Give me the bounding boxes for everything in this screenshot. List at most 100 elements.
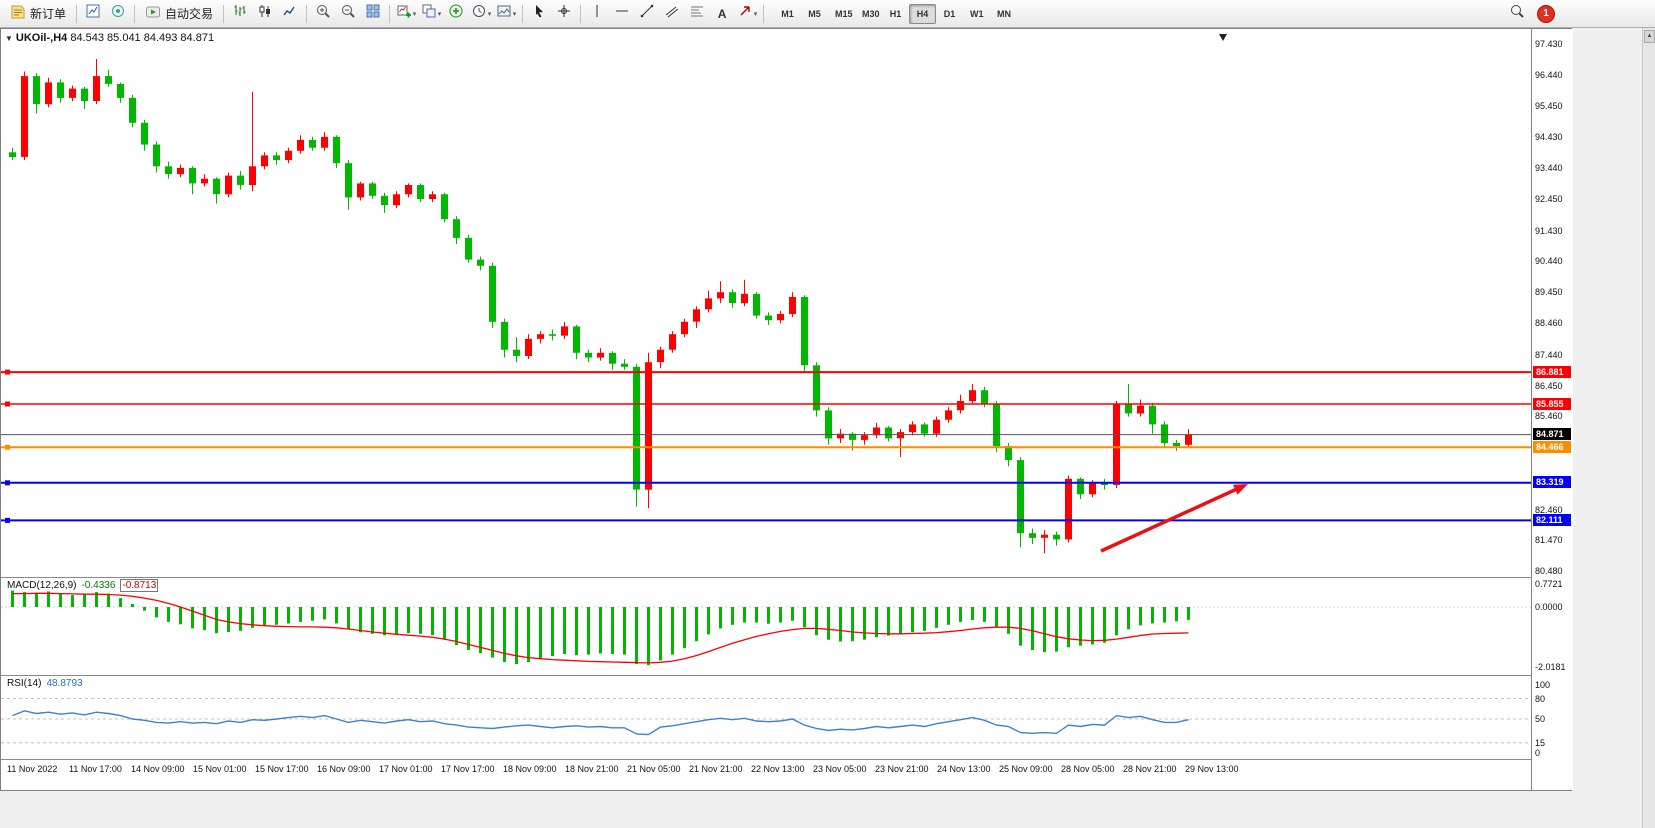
crosshair-button[interactable]: [552, 2, 576, 26]
price-tick: 85.460: [1535, 411, 1563, 422]
zoom-out-icon: [340, 3, 356, 24]
main-chart[interactable]: [1, 32, 1531, 577]
rsi-value: 48.8793: [46, 678, 83, 689]
price-line-label: 84.466: [1533, 440, 1571, 453]
new-order-button[interactable]: 新订单: [4, 2, 72, 26]
separator: [763, 4, 765, 23]
template-icon: [496, 3, 512, 24]
autotrading-icon: [145, 4, 161, 23]
price-tick: 90.440: [1535, 256, 1563, 267]
dropdown-caret-icon: ▾: [487, 10, 492, 18]
timeframe-m5-button[interactable]: M5: [801, 4, 828, 24]
macd-name: MACD(12,26,9): [7, 580, 77, 591]
timeframe-m30-button[interactable]: M30: [855, 4, 882, 24]
cursor-button[interactable]: [527, 2, 551, 26]
notification-badge[interactable]: 1: [1537, 4, 1555, 23]
chart-title: ▼ UKOil-,H4 84.543 85.041 84.493 84.871: [5, 32, 214, 44]
vertical-line-button[interactable]: [585, 2, 609, 26]
zoom-in-button[interactable]: [311, 2, 335, 26]
arrows-tool-button[interactable]: ▾: [735, 2, 759, 26]
price-tick: 93.440: [1535, 163, 1563, 174]
time-tick: 16 Nov 09:00: [317, 764, 371, 774]
equidistant-channel-icon: [664, 3, 680, 24]
time-tick: 22 Nov 13:00: [751, 764, 805, 774]
time-tick: 15 Nov 01:00: [193, 764, 247, 774]
timeframe-m15-button[interactable]: M15: [828, 4, 855, 24]
candlestick-chart-button[interactable]: [253, 2, 277, 26]
timeframe-h4-button[interactable]: H4: [909, 3, 937, 24]
time-tick: 14 Nov 09:00: [131, 764, 185, 774]
macd-tick: -2.0181: [1535, 662, 1566, 672]
panel-divider[interactable]: [1, 675, 1571, 676]
timeframe-mn-button[interactable]: MN: [990, 4, 1017, 24]
new-chart-button[interactable]: ▾: [394, 2, 418, 26]
time-axis[interactable]: 11 Nov 2022 11 Nov 17:00 14 Nov 09:00 15 No…: [1, 760, 1531, 790]
price-tick: 96.440: [1535, 69, 1563, 80]
price-tick: 88.460: [1535, 318, 1563, 328]
chart-profiles-button[interactable]: ▾: [419, 2, 443, 26]
new-order-icon: [10, 4, 26, 23]
horizontal-line-button[interactable]: [610, 2, 634, 26]
timeframe-m1-button[interactable]: M1: [774, 4, 801, 24]
time-tick: 21 Nov 05:00: [627, 764, 681, 774]
separator: [223, 4, 225, 23]
fibonacci-button[interactable]: [685, 2, 709, 26]
chart-symbol: UKOil-,H4: [15, 32, 68, 44]
price-tick: 82.460: [1535, 504, 1563, 515]
templates-button[interactable]: ▾: [494, 2, 518, 26]
price-axis[interactable]: 97.430 96.440 95.450 94.430 93.440 92.450 91.4…: [1531, 29, 1573, 790]
zoom-in-icon: [315, 3, 331, 24]
timeframe-w1-button[interactable]: W1: [963, 4, 990, 24]
rsi-tick: 100: [1535, 680, 1551, 690]
time-tick: 29 Nov 13:00: [1185, 764, 1239, 774]
time-tick: 24 Nov 13:00: [937, 764, 991, 774]
scroll-up-icon[interactable]: ▲: [1644, 30, 1655, 43]
rsi-pane[interactable]: [1, 676, 1531, 759]
line-chart-button[interactable]: [278, 2, 302, 26]
price-tick: 80.480: [1535, 566, 1563, 577]
vertical-scrollbar[interactable]: ▲: [1642, 28, 1655, 828]
time-tick: 18 Nov 09:00: [503, 764, 557, 774]
rsi-tick: 80: [1535, 693, 1546, 704]
time-tick: 17 Nov 01:00: [379, 764, 433, 774]
time-tick: 11 Nov 2022: [7, 764, 58, 774]
search-button[interactable]: [1505, 2, 1529, 26]
horizontal-line-icon: [614, 3, 630, 24]
trendline-button[interactable]: [635, 2, 659, 26]
market-watch-button[interactable]: [81, 2, 105, 26]
zoom-out-button[interactable]: [336, 2, 360, 26]
time-tick: 28 Nov 05:00: [1061, 764, 1115, 774]
charts-icon: [85, 3, 101, 24]
candlesticks-icon: [257, 3, 273, 24]
timeframe-h1-button[interactable]: H1: [882, 4, 909, 24]
chart-ohlc-values: 84.543 85.041 84.493 84.871: [70, 32, 215, 44]
fibonacci-icon: [689, 3, 705, 24]
price-tick: 92.450: [1535, 194, 1563, 204]
tile-windows-icon: [365, 3, 381, 24]
text-tool-button[interactable]: A: [710, 2, 734, 26]
timeframe-toolbar: M1 M5 M15 M30 H1 H4 D1 W1 MN: [774, 3, 1017, 24]
rsi-tick: 0: [1535, 748, 1541, 758]
price-tick: 91.430: [1535, 225, 1563, 236]
price-tick: 86.450: [1535, 380, 1563, 391]
new-order-label: 新订单: [30, 7, 67, 21]
price-line-label: 84.871: [1533, 428, 1571, 441]
separator: [389, 4, 391, 23]
periods-button[interactable]: ▾: [469, 2, 493, 26]
macd-tick: 0.0000: [1535, 602, 1563, 612]
data-window-button[interactable]: [106, 2, 130, 26]
macd-pane[interactable]: [1, 578, 1531, 675]
indicators-button[interactable]: [444, 2, 468, 26]
workspace: ▼ UKOil-,H4 84.543 85.041 84.493 84.871 M…: [0, 28, 1655, 828]
price-line-label: 83.319: [1533, 476, 1571, 489]
new-chart-icon: [396, 3, 412, 24]
timeframe-d1-button[interactable]: D1: [936, 4, 963, 24]
bar-chart-button[interactable]: [228, 2, 252, 26]
panel-divider[interactable]: [1, 577, 1571, 578]
chart-window: ▼ UKOil-,H4 84.543 85.041 84.493 84.871 M…: [0, 28, 1573, 791]
tile-windows-button[interactable]: [361, 2, 385, 26]
autotrading-button[interactable]: 自动交易: [139, 2, 219, 26]
macd-label: MACD(12,26,9) -0.4336 -0.8713: [7, 579, 159, 592]
channel-button[interactable]: [660, 2, 684, 26]
panel-divider[interactable]: [1, 759, 1571, 760]
